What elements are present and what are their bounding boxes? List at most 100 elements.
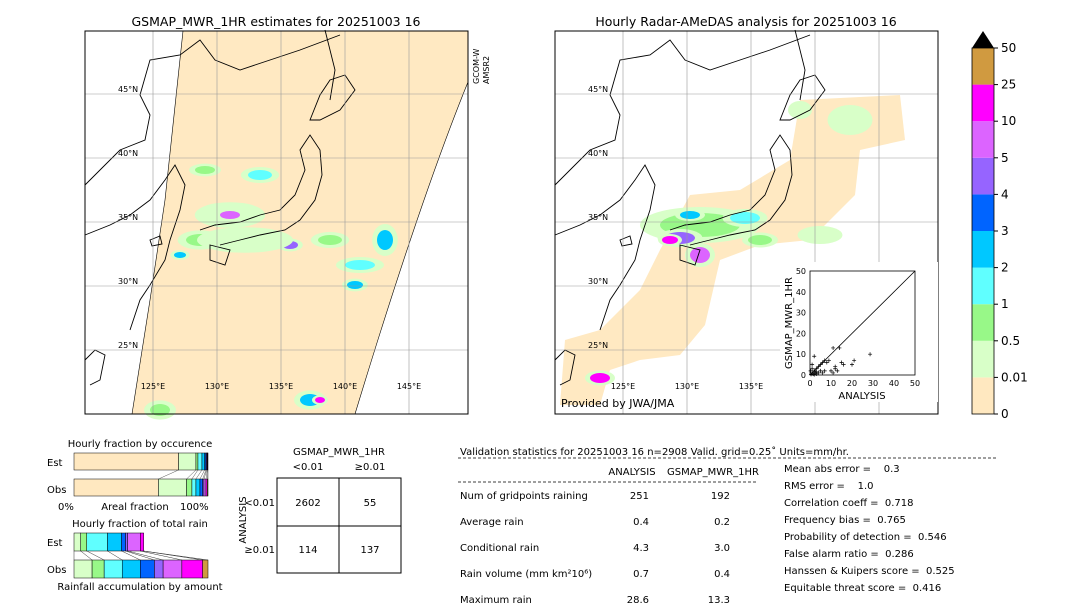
stat-gsmap: 0.2: [714, 517, 730, 528]
scatter-xtick: 0: [807, 379, 812, 388]
scatter-point: [824, 360, 829, 365]
colorbar-tick: 0.5: [1001, 334, 1020, 348]
rain-cells: [144, 163, 398, 420]
scatter-point: [812, 372, 817, 377]
stat-analysis: 0.7: [633, 569, 649, 580]
coastline: [149, 235, 163, 247]
occurrence-segment-est: [73, 452, 179, 471]
rain-cell: [347, 281, 363, 289]
cell: 137: [360, 545, 379, 556]
rain-cell: [150, 404, 170, 416]
lon-label: 125°E: [141, 382, 165, 391]
colorbar: 0 0.01 0.5 1 2 3 4 5 10 25 50: [971, 31, 1028, 421]
rain-segment-obs: [73, 559, 93, 579]
lon-label: 135°E: [739, 382, 763, 391]
occurrence-segment-est: [197, 452, 203, 471]
lon-label: 140°E: [333, 382, 357, 391]
scatter-point: [812, 354, 817, 359]
colorbar-segment: [972, 267, 994, 305]
scatter-point: [822, 358, 827, 363]
score: Equitable threat score = 0.416: [784, 583, 941, 594]
rain-cell: [690, 247, 710, 263]
radar-coverage: [560, 95, 905, 405]
coastline: [619, 235, 633, 247]
stat-analysis: 28.6: [627, 595, 649, 606]
rain-segment-obs: [202, 559, 209, 579]
rain-cell: [792, 104, 808, 116]
left-map: [85, 30, 469, 420]
occ-est-label: Est: [47, 458, 63, 469]
coastline: [779, 74, 826, 121]
scatter-ytick: 0: [801, 371, 806, 380]
lat-label: 25°N: [118, 341, 138, 350]
rain-cells: [585, 101, 873, 386]
score: Probability of detection = 0.546: [784, 532, 947, 543]
col-header: <0.01: [293, 462, 324, 473]
coastline: [554, 34, 811, 186]
colorbar-segment: [972, 84, 994, 122]
occurrence-segment-obs: [199, 478, 203, 497]
rain-cell: [345, 260, 375, 270]
sensor-label: AMSR2: [482, 56, 491, 84]
lon-label: 130°E: [205, 382, 229, 391]
coastline: [309, 74, 356, 121]
colorbar-segment: [972, 48, 994, 85]
colorbar-extend-arrow: [972, 31, 994, 48]
rain-cell: [730, 212, 760, 224]
lat-label: 35°N: [118, 213, 138, 222]
rain-segment-obs: [162, 559, 183, 579]
scatter-ytick: 20: [796, 329, 806, 338]
scatter-point: [814, 369, 819, 374]
scatter-point: [868, 352, 873, 357]
stat-analysis: 4.3: [633, 543, 649, 554]
rain-segment-est: [86, 532, 108, 552]
lon-label: 145°E: [397, 382, 421, 391]
lat-label: 35°N: [588, 213, 608, 222]
right-map-title: Hourly Radar-AMeDAS analysis for 2025100…: [595, 14, 896, 29]
rain-cell: [215, 232, 275, 248]
data-credit: Provided by JWA/JMA: [561, 397, 675, 410]
scatter-inset: ANALYSIS GSMAP_MWR_1HR 00 10 10 20 20 30 30 40 4…: [780, 262, 938, 402]
occ-tick-100: 100%: [180, 502, 209, 513]
scatter-point: [837, 345, 842, 350]
occ-xlabel: Areal fraction: [101, 502, 168, 513]
coastline: [794, 29, 806, 101]
lon-label: 125°E: [611, 382, 635, 391]
lon-label: 135°E: [269, 382, 293, 391]
scatter-ytick: 50: [796, 267, 806, 276]
occurrence-segment-obs: [203, 478, 207, 497]
rain-fraction-xlabel: Rainfall accumulation by amount: [57, 582, 222, 593]
lat-label: 45°N: [118, 85, 138, 94]
scatter-xtick: 40: [889, 379, 899, 388]
scatter-point: [808, 368, 813, 373]
rain-obs-label: Obs: [47, 565, 66, 576]
stat-gsmap: 13.3: [708, 595, 730, 606]
lat-label: 45°N: [588, 85, 608, 94]
left-map-title: GSMAP_MWR_1HR estimates for 20251003 16: [132, 14, 421, 29]
stat-label: Average rain: [460, 517, 524, 528]
colorbar-tick: 3: [1001, 224, 1009, 238]
rain-cell: [174, 252, 186, 258]
colorbar-segment: [972, 121, 994, 158]
coastline: [199, 134, 323, 246]
stat-label: Num of gridpoints raining: [460, 491, 588, 502]
scatter-xtick: 50: [910, 379, 920, 388]
colorbar-tick: 25: [1001, 78, 1016, 92]
occurrence-segment-obs: [195, 478, 201, 497]
scatter-point: [826, 358, 831, 363]
score: Frequency bias = 0.765: [784, 515, 906, 526]
scatter-point: [831, 370, 836, 375]
occurrence-segment-est: [201, 452, 205, 471]
stat-gsmap: 3.0: [714, 543, 730, 554]
coastline: [554, 164, 656, 331]
colorbar-tick: 1: [1001, 297, 1009, 311]
right-map-frame: [554, 30, 939, 415]
score: Mean abs error = 0.3: [784, 464, 900, 475]
rain-segment-est: [107, 532, 122, 552]
stat-label: Conditional rain: [460, 543, 539, 554]
rain-segment-est: [125, 532, 128, 552]
stat-label: Maximum rain: [460, 595, 532, 606]
scatter-point: [816, 370, 821, 375]
rain-segment-obs: [121, 559, 141, 579]
cell: 55: [364, 498, 377, 509]
